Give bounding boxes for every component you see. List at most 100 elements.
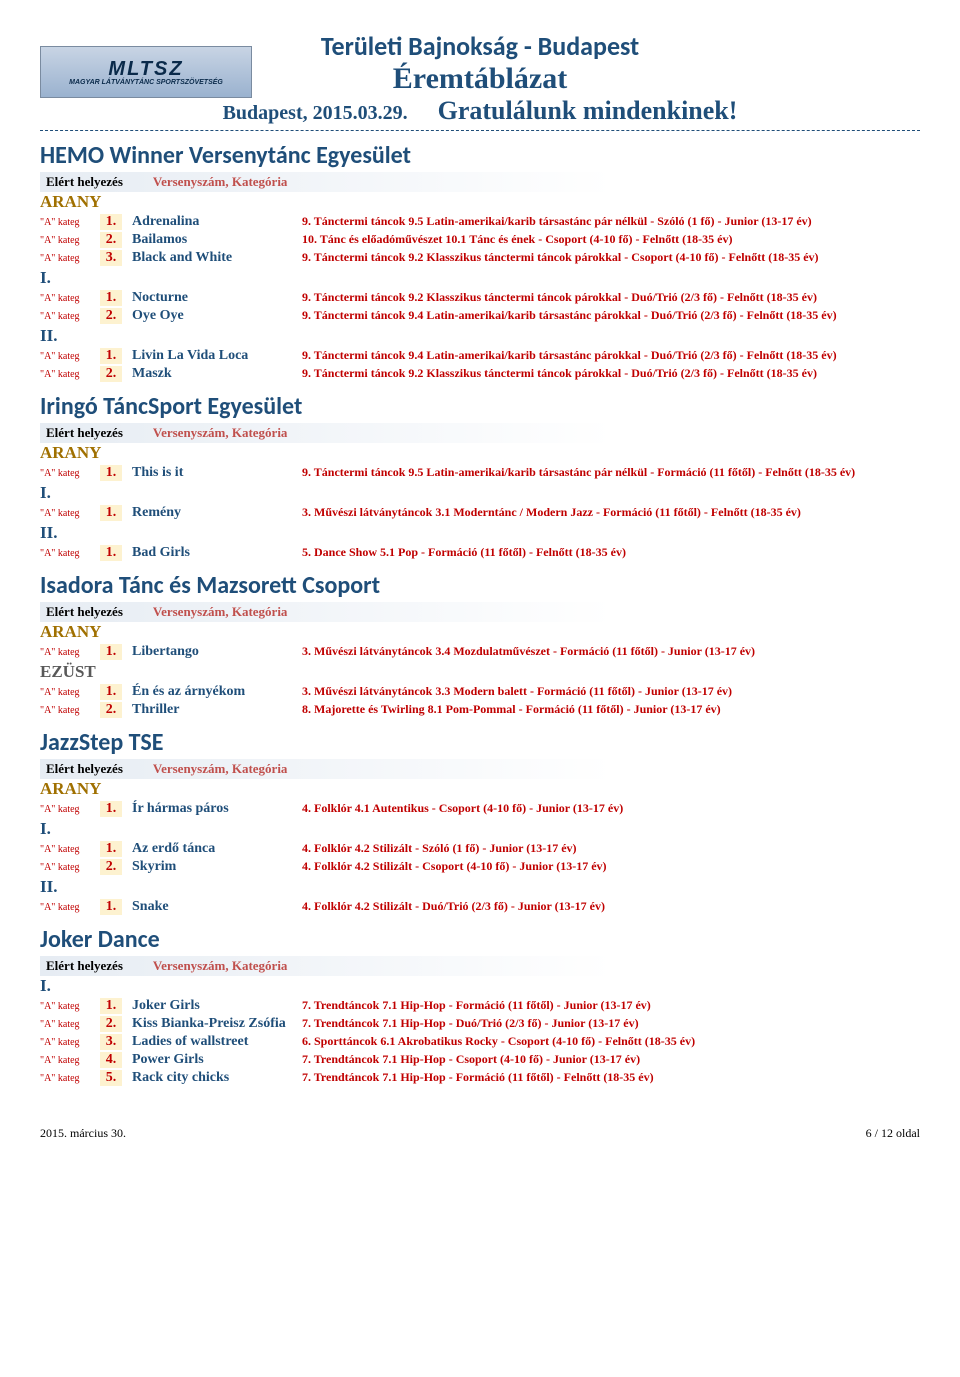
rank-number: 1. (100, 998, 122, 1014)
result-row: "A" kateg 2. Thriller 8. Majorette és Twirl… (40, 702, 920, 718)
result-row: "A" kateg2.Oye Oye9. Tánctermi táncok 9.… (40, 308, 920, 324)
rank-number: 5. (100, 1070, 122, 1086)
category-badge: "A" kateg (40, 1052, 90, 1066)
entry-description: 7. Trendtáncok 7.1 Hip-Hop - Duó/Trió (2… (302, 1016, 920, 1031)
result-row: "A" kateg1.Livin La Vida Loca9. Táncterm… (40, 348, 920, 364)
entry-description: 7. Trendtáncok 7.1 Hip-Hop - Csoport (4-… (302, 1052, 920, 1067)
page-date: Budapest, 2015.03.29. (223, 102, 408, 125)
club-name: Iringó TáncSport Egyesület (40, 392, 920, 421)
label-category: Versenyszám, Kategória (153, 425, 288, 440)
entry-name: Adrenalina (132, 214, 292, 230)
category-badge: "A" kateg (40, 859, 90, 873)
club-name: Joker Dance (40, 925, 920, 954)
label-category: Versenyszám, Kategória (153, 761, 288, 776)
entry-description: 8. Majorette és Twirling 8.1 Pom-Pommal … (302, 702, 920, 717)
content-area: HEMO Winner Versenytánc EgyesületElért h… (40, 141, 920, 1086)
entry-name: Nocturne (132, 290, 292, 306)
rank-number: 2. (100, 366, 122, 382)
entry-name: Black and White (132, 250, 292, 266)
category-badge: "A" kateg (40, 1070, 90, 1084)
entry-name: Az erdő tánca (132, 841, 292, 857)
entry-name: Libertango (132, 644, 292, 660)
result-row: "A" kateg1.Libertango3. Művészi látványt… (40, 644, 920, 660)
rank-number: 1. (100, 684, 122, 700)
entry-description: 9. Tánctermi táncok 9.2 Klasszikus tánct… (302, 290, 920, 305)
club-name: Isadora Tánc és Mazsorett Csoport (40, 571, 920, 600)
logo-text-bottom: MAGYAR LÁTVÁNYTÁNC SPORTSZÖVETSÉG (69, 79, 223, 86)
result-row: "A" kateg3.Ladies of wallstreet6. Sportt… (40, 1034, 920, 1050)
rank-number: 2. (100, 702, 122, 718)
page-subtitle-2: Gratulálunk mindenkinek! (438, 96, 738, 126)
entry-name: Skyrim (132, 859, 292, 875)
rank-number: 1. (100, 465, 122, 481)
entry-description: 9. Tánctermi táncok 9.2 Klasszikus tánct… (302, 366, 920, 381)
result-header: Elért helyezésVersenyszám, Kategória (40, 423, 612, 443)
rank-number: 2. (100, 308, 122, 324)
entry-description: 7. Trendtáncok 7.1 Hip-Hop - Formáció (1… (302, 1070, 920, 1085)
entry-description: 5. Dance Show 5.1 Pop - Formáció (11 főt… (302, 545, 920, 560)
category-badge: "A" kateg (40, 505, 90, 519)
category-badge: "A" kateg (40, 684, 90, 698)
footer-page: 6 / 12 oldal (866, 1126, 920, 1141)
rank-number: 1. (100, 545, 122, 561)
entry-description: 9. Tánctermi táncok 9.5 Latin-amerikai/k… (302, 214, 920, 229)
category-badge: "A" kateg (40, 366, 90, 380)
category-badge: "A" kateg (40, 214, 90, 228)
footer-date: 2015. március 30. (40, 1126, 126, 1141)
result-row: "A" kateg2.Kiss Bianka-Preisz Zsófia7. T… (40, 1016, 920, 1032)
rank-number: 1. (100, 899, 122, 915)
entry-description: 4. Folklór 4.2 Stilizált - Csoport (4-10… (302, 859, 920, 874)
category-badge: "A" kateg (40, 899, 90, 913)
entry-name: Ladies of wallstreet (132, 1034, 292, 1050)
category-badge: "A" kateg (40, 1016, 90, 1030)
result-row: "A" kateg 1. Én és az árnyékom 3. Művészi l… (40, 684, 920, 700)
label-placement: Elért helyezés (46, 174, 123, 189)
category-badge: "A" kateg (40, 644, 90, 658)
result-header: Elért helyezésVersenyszám, Kategória (40, 759, 612, 779)
rank-number: 2. (100, 1016, 122, 1032)
result-header: Elért helyezésVersenyszám, Kategória (40, 956, 612, 976)
logo-text-top: MLTSZ (108, 59, 183, 79)
entry-description: 9. Tánctermi táncok 9.4 Latin-amerikai/k… (302, 348, 920, 363)
result-row: "A" kateg5.Rack city chicks7. Trendtánco… (40, 1070, 920, 1086)
result-row: "A" kateg1.Nocturne9. Tánctermi táncok 9… (40, 290, 920, 306)
category-badge: "A" kateg (40, 465, 90, 479)
entry-name: Snake (132, 899, 292, 915)
result-header: Elért helyezésVersenyszám, Kategória (40, 172, 612, 192)
entry-description: 4. Folklór 4.2 Stilizált - Duó/Trió (2/3… (302, 899, 920, 914)
category-badge: "A" kateg (40, 998, 90, 1012)
result-row: "A" kateg 1. Adrenalina 9. Tánctermi táncok… (40, 214, 920, 230)
entry-description: 4. Folklór 4.1 Autentikus - Csoport (4-1… (302, 801, 920, 816)
medal-label: I. (40, 268, 920, 288)
rank-number: 3. (100, 1034, 122, 1050)
medal-label: I. (40, 483, 920, 503)
result-row: "A" kateg1.Remény3. Művészi látványtánco… (40, 505, 920, 521)
result-row: "A" kateg1.This is it9. Tánctermi táncok… (40, 465, 920, 481)
medal-label: I. (40, 976, 920, 996)
entry-description: 3. Művészi látványtáncok 3.1 Moderntánc … (302, 505, 920, 520)
entry-description: 3. Művészi látványtáncok 3.3 Modern bale… (302, 684, 920, 699)
result-row: "A" kateg3.Black and White9. Tánctermi t… (40, 250, 920, 266)
label-placement: Elért helyezés (46, 958, 123, 973)
entry-name: Bailamos (132, 232, 292, 248)
entry-description: 3. Művészi látványtáncok 3.4 Mozdulatműv… (302, 644, 920, 659)
rank-number: 1. (100, 505, 122, 521)
category-badge: "A" kateg (40, 290, 90, 304)
entry-description: 9. Tánctermi táncok 9.4 Latin-amerikai/k… (302, 308, 920, 323)
club-name: JazzStep TSE (40, 728, 920, 757)
rank-number: 1. (100, 801, 122, 817)
category-badge: "A" kateg (40, 801, 90, 815)
entry-description: 9. Tánctermi táncok 9.5 Latin-amerikai/k… (302, 465, 920, 480)
medal-label: ARANY (40, 622, 920, 642)
category-badge: "A" kateg (40, 702, 90, 716)
result-row: "A" kateg1.Bad Girls5. Dance Show 5.1 Po… (40, 545, 920, 561)
entry-name: Thriller (132, 702, 292, 718)
category-badge: "A" kateg (40, 250, 90, 264)
category-badge: "A" kateg (40, 308, 90, 322)
entry-name: Livin La Vida Loca (132, 348, 292, 364)
category-badge: "A" kateg (40, 841, 90, 855)
footer: 2015. március 30. 6 / 12 oldal (40, 1126, 920, 1141)
result-row: "A" kateg2.Maszk9. Tánctermi táncok 9.2 … (40, 366, 920, 382)
entry-name: Én és az árnyékom (132, 684, 292, 700)
rank-number: 1. (100, 214, 122, 230)
